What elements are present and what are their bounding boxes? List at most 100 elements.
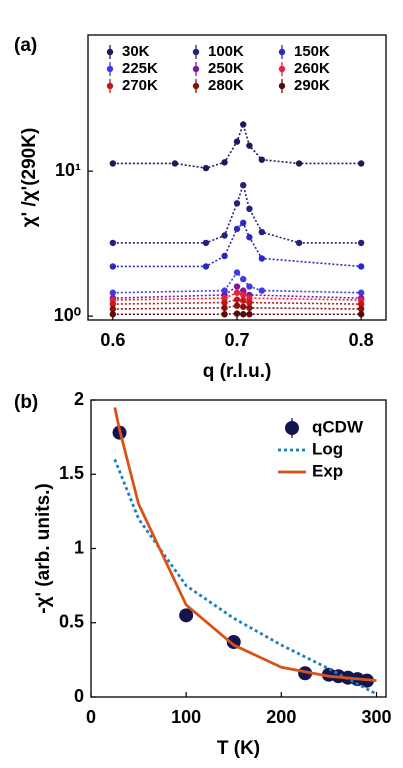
legend-label: 225K: [122, 60, 158, 77]
y-axis-label: -χ' (arb. units.): [33, 483, 54, 614]
data-point: [258, 255, 266, 262]
data-point: [240, 275, 247, 283]
x-tick-label: 100: [171, 707, 201, 727]
legend-label: 260K: [294, 60, 330, 77]
data-point: [233, 200, 241, 207]
fit-line: [112, 304, 362, 310]
legend-label: Log: [312, 439, 343, 458]
legend-label: qCDW: [312, 417, 364, 436]
y-tick-label: 0.5: [59, 612, 84, 632]
data-point: [233, 296, 241, 303]
data-point: [246, 205, 253, 213]
data-point: [246, 283, 253, 290]
legend-marker: [106, 65, 114, 73]
data-point: [233, 225, 241, 233]
y-tick-label: 2: [74, 389, 84, 409]
data-point: [240, 303, 247, 310]
x-axis-label: q (r.l.u.): [203, 361, 272, 382]
data-point: [221, 311, 228, 318]
fit-line: [112, 121, 362, 169]
x-axis-label: T (K): [217, 738, 260, 759]
data-point: [202, 164, 210, 172]
legend-marker: [106, 82, 114, 90]
data-point: [109, 289, 117, 296]
legend-label: 150K: [294, 43, 330, 60]
legend-label: 280K: [208, 77, 244, 94]
data-point: [240, 182, 247, 189]
legend-marker: [192, 65, 200, 73]
data-point: [171, 160, 179, 167]
panel-label: (b): [14, 392, 38, 413]
data-point: [357, 311, 365, 318]
data-point: [179, 608, 194, 623]
x-tick-label: 300: [361, 707, 391, 727]
data-point: [109, 263, 117, 270]
x-tick-label: 0.6: [100, 330, 125, 350]
data-point: [246, 311, 253, 318]
data-point: [240, 219, 247, 227]
data-point: [233, 138, 241, 145]
legend-label: 30K: [122, 43, 150, 60]
x-tick-label: 0: [86, 707, 96, 727]
data-point: [221, 304, 228, 312]
data-point: [233, 310, 241, 317]
legend-label: 270K: [122, 77, 158, 94]
data-point: [246, 234, 253, 241]
y-axis-label: χ' /χ'(290K): [19, 128, 40, 228]
legend-label: 290K: [294, 77, 330, 94]
data-point: [246, 142, 253, 149]
panel-label: (a): [14, 35, 37, 56]
data-point: [202, 263, 210, 270]
x-tick-label: 0.7: [224, 330, 249, 350]
data-point: [357, 239, 365, 247]
fit-line: [113, 407, 377, 683]
legend-marker: [278, 48, 286, 56]
data-point: [357, 300, 365, 308]
data-point: [240, 297, 247, 304]
y-tick-label: 1: [74, 537, 84, 557]
legend-label: Exp: [312, 461, 343, 480]
y-tick-label: 10¹: [55, 160, 81, 180]
data-point: [221, 232, 228, 239]
legend-marker: [285, 421, 299, 435]
fit-line: [113, 458, 378, 696]
x-tick-label: 0.8: [349, 330, 374, 350]
data-point: [295, 160, 303, 167]
y-tick-label: 10⁰: [54, 305, 81, 325]
data-point: [295, 239, 303, 247]
fit-line: [112, 285, 362, 299]
data-point: [233, 269, 241, 276]
data-point: [240, 121, 247, 128]
data-point: [109, 305, 117, 313]
x-tick-label: 200: [266, 707, 296, 727]
y-tick-label: 1.5: [59, 463, 84, 483]
data-point: [258, 228, 266, 236]
legend-label: 100K: [208, 43, 244, 60]
y-tick-label: 0: [74, 686, 84, 706]
data-point: [221, 299, 228, 306]
data-point: [258, 287, 266, 294]
data-point: [109, 300, 117, 308]
data-point: [246, 294, 253, 302]
data-point: [221, 294, 228, 302]
data-point: [240, 311, 247, 318]
fit-line: [112, 298, 362, 305]
fit-line: [112, 221, 362, 268]
data-point: [240, 291, 247, 299]
fit-line: [112, 291, 362, 301]
data-point: [357, 160, 365, 167]
data-point: [246, 304, 253, 312]
data-point: [233, 302, 241, 309]
legend-label: 250K: [208, 60, 244, 77]
data-point: [357, 289, 365, 296]
fit-line: [112, 312, 362, 316]
data-point: [109, 239, 117, 247]
data-point: [258, 156, 266, 163]
data-point: [246, 299, 253, 306]
fit-line: [112, 182, 362, 244]
data-point: [233, 289, 241, 296]
data-point: [202, 239, 210, 247]
legend-marker: [192, 82, 200, 90]
legend-marker: [278, 82, 286, 90]
